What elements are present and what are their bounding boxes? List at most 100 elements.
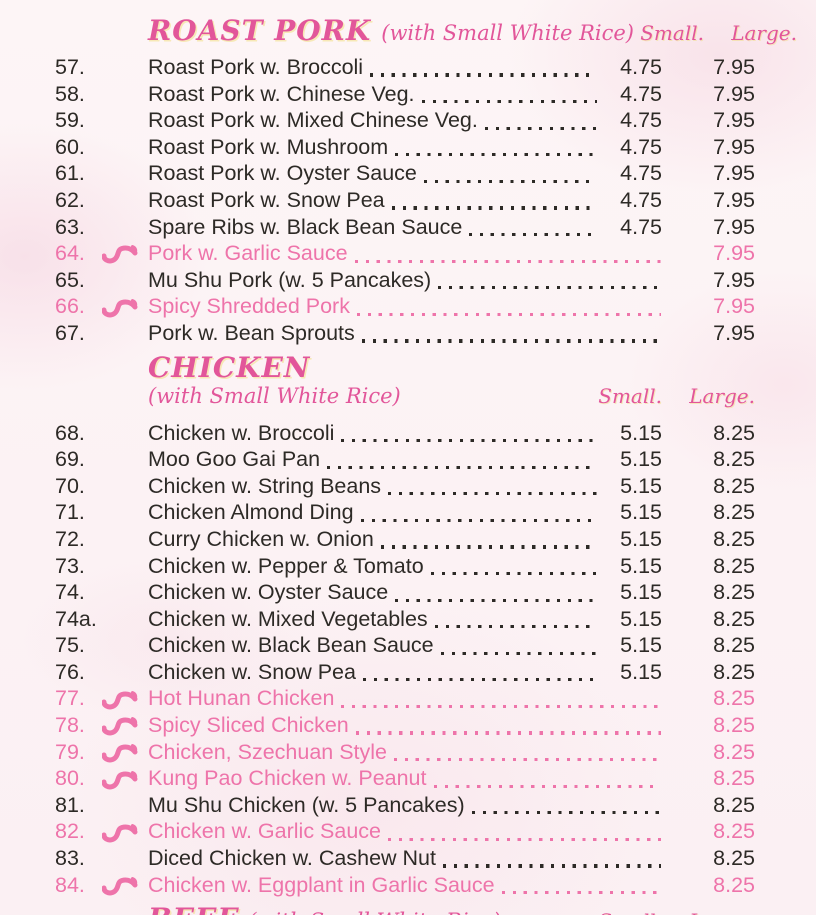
menu-item-row: 57. Roast Pork w. Broccoli 4.75 7.95	[55, 55, 755, 82]
dot-leader	[327, 465, 597, 469]
item-name: Roast Pork w. Oyster Sauce	[148, 161, 417, 186]
menu-item-row: 70. Chicken w. String Beans 5.15 8.25	[55, 474, 755, 501]
item-name: Chicken w. Broccoli	[148, 420, 335, 445]
large-price: 8.25	[713, 553, 755, 578]
menu-item-row: 77. Hot Hunan Chicken 8.25	[55, 686, 755, 713]
item-number: 76.	[55, 659, 85, 684]
dot-leader	[440, 651, 597, 655]
menu-item-row: 64. Pork w. Garlic Sauce 7.95	[55, 241, 755, 268]
menu-item-row: 66. Spicy Shredded Pork 7.95	[55, 294, 755, 321]
item-name: Chicken w. Mixed Vegetables	[148, 606, 428, 631]
dot-leader	[469, 232, 597, 237]
item-number: 72.	[55, 526, 85, 551]
large-price: 8.25	[713, 819, 755, 844]
large-price: 8.25	[713, 713, 755, 738]
menu-item-row: 79. Chicken, Szechuan Style 8.25	[55, 740, 755, 767]
item-name: Pork w. Garlic Sauce	[148, 241, 348, 266]
item-name: Chicken w. Garlic Sauce	[148, 819, 382, 844]
item-number: 84.	[55, 872, 85, 897]
dot-leader	[388, 492, 597, 496]
chili-pepper-icon	[102, 770, 138, 789]
item-name: Chicken w. Pepper & Tomato	[148, 553, 424, 578]
item-number: 78.	[55, 713, 85, 738]
menu-item-row: 58. Roast Pork w. Chinese Veg. 4.75 7.95	[55, 82, 755, 109]
item-number: 74a.	[55, 606, 97, 631]
section-subtitle: (with Small White Rice)	[148, 383, 401, 408]
dot-leader	[380, 545, 597, 549]
chili-pepper-icon	[102, 298, 138, 318]
column-header-small: Small.	[640, 21, 704, 45]
menu-item-row: 69. Moo Goo Gai Pan 5.15 8.25	[55, 447, 755, 474]
menu-item-row: 68. Chicken w. Broccoli 5.15 8.25	[55, 421, 755, 448]
large-price: 7.95	[713, 294, 755, 319]
item-number: 75.	[55, 633, 85, 658]
menu-item-row: 82. Chicken w. Garlic Sauce 8.25	[55, 819, 755, 846]
chili-pepper-icon	[102, 245, 138, 264]
section-rows: 68. Chicken w. Broccoli 5.15 8.25 69. Mo…	[55, 421, 755, 900]
item-name: Chicken w. Oyster Sauce	[148, 580, 389, 605]
menu-item-row: 61. Roast Pork w. Oyster Sauce 4.75 7.95	[55, 161, 755, 188]
menu-item-row: 84. Chicken w. Eggplant in Garlic Sauce …	[55, 873, 755, 900]
menu-item-row: 80. Kung Pao Chicken w. Peanut 8.25	[55, 766, 755, 793]
column-header-small: Small.	[598, 383, 662, 408]
dot-leader	[354, 259, 661, 263]
large-price: 8.25	[713, 739, 755, 764]
dot-leader	[484, 126, 597, 130]
item-name: Mu Shu Pork (w. 5 Pancakes)	[148, 267, 432, 292]
item-name: Spare Ribs w. Black Bean Sauce	[148, 214, 463, 239]
large-price: 7.95	[713, 108, 755, 133]
section-subtitle: (with Small White Rice)	[248, 909, 501, 915]
item-name: Roast Pork w. Chinese Veg.	[148, 81, 415, 106]
menu-item-row: 62. Roast Pork w. Snow Pea 4.75 7.95	[55, 188, 755, 215]
large-price: 8.25	[713, 447, 755, 472]
section-rows: 57. Roast Pork w. Broccoli 4.75 7.95 58.…	[55, 55, 755, 348]
small-price: 4.75	[620, 134, 662, 159]
item-name: Spicy Sliced Chicken	[148, 713, 349, 738]
small-price: 4.75	[620, 161, 662, 186]
column-header-large: Large.	[731, 21, 797, 45]
item-number: 77.	[55, 686, 85, 711]
dot-leader	[356, 312, 661, 316]
dot-leader	[438, 286, 661, 290]
small-price: 4.75	[620, 108, 662, 133]
large-price: 8.25	[713, 686, 755, 711]
item-number: 59.	[55, 108, 85, 133]
item-name: Spicy Shredded Pork	[148, 294, 350, 319]
item-number: 69.	[55, 447, 85, 472]
item-number: 70.	[55, 473, 85, 498]
dot-leader	[471, 811, 661, 815]
small-price: 4.75	[620, 187, 662, 212]
section-title: BEEF	[148, 902, 238, 915]
column-header-small: Small.	[592, 909, 662, 915]
item-number: 80.	[55, 766, 85, 791]
menu-item-row: 60. Roast Pork w. Mushroom 4.75 7.95	[55, 135, 755, 162]
large-price: 7.95	[713, 134, 755, 159]
large-price: 7.95	[713, 81, 755, 106]
item-number: 71.	[55, 500, 85, 525]
section-subtitle: (with Small White Rice)	[381, 21, 634, 45]
dot-leader	[430, 571, 597, 576]
small-price: 4.75	[620, 214, 662, 239]
dot-leader	[362, 678, 597, 682]
item-number: 61.	[55, 161, 85, 186]
small-price: 5.15	[620, 606, 662, 631]
dot-leader	[423, 179, 597, 183]
small-price: 5.15	[620, 633, 662, 658]
large-price: 7.95	[713, 161, 755, 186]
item-name: Roast Pork w. Mushroom	[148, 134, 389, 159]
dot-leader	[394, 758, 661, 762]
item-number: 66.	[55, 294, 85, 319]
item-name: Chicken, Szechuan Style	[148, 739, 388, 764]
large-price: 8.25	[713, 659, 755, 684]
menu-item-row: 72. Curry Chicken w. Onion 5.15 8.25	[55, 527, 755, 554]
item-name: Hot Hunan Chicken	[148, 686, 335, 711]
dot-leader	[395, 153, 597, 157]
menu-item-row: 67. Pork w. Bean Sprouts 7.95	[55, 321, 755, 348]
item-number: 79.	[55, 739, 85, 764]
dot-leader	[360, 518, 597, 522]
item-name: Chicken w. Snow Pea	[148, 659, 356, 684]
dot-leader	[341, 704, 661, 709]
small-price: 5.15	[620, 659, 662, 684]
item-number: 81.	[55, 792, 85, 817]
